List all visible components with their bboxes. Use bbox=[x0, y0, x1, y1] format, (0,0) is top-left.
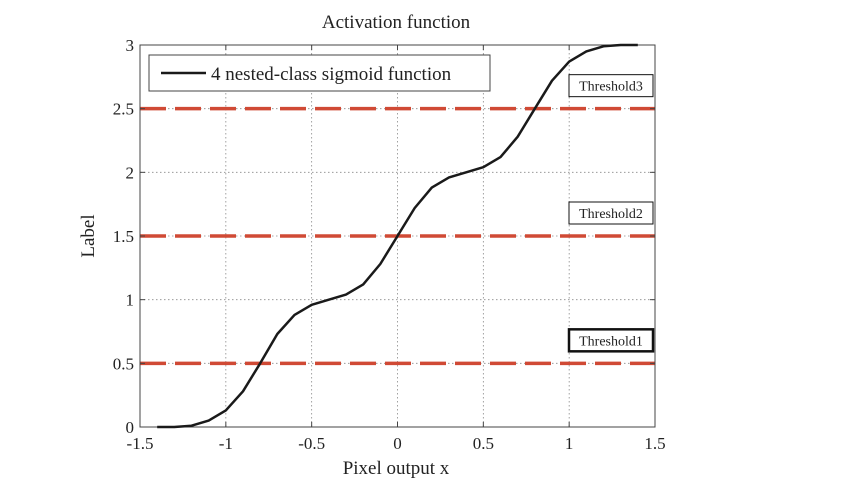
x-tick-label: -1.5 bbox=[127, 434, 154, 453]
x-tick-label: 0.5 bbox=[473, 434, 494, 453]
x-tick-label: 1.5 bbox=[644, 434, 665, 453]
threshold-label-3: Threshold3 bbox=[579, 80, 643, 95]
y-tick-label: 1 bbox=[126, 291, 135, 310]
threshold-label-box-2 bbox=[568, 201, 654, 225]
chart-title: Activation function bbox=[322, 12, 471, 33]
y-tick-label: 0 bbox=[126, 418, 135, 437]
y-tick-label: 1.5 bbox=[113, 227, 134, 246]
threshold-label-2: Threshold2 bbox=[579, 207, 643, 222]
x-tick-label: 1 bbox=[565, 434, 574, 453]
y-tick-label: 2.5 bbox=[113, 100, 134, 119]
y-axis-label: Label bbox=[78, 214, 99, 257]
y-tick-label: 2 bbox=[126, 163, 135, 182]
x-axis-label: Pixel output x bbox=[343, 458, 450, 479]
y-tick-label: 3 bbox=[126, 36, 135, 55]
series-line bbox=[157, 43, 638, 429]
x-tick-label: -1 bbox=[219, 434, 233, 453]
x-tick-label: 0 bbox=[393, 434, 402, 453]
x-tick-label: -0.5 bbox=[298, 434, 325, 453]
threshold-label-1: Threshold1 bbox=[579, 334, 643, 349]
y-tick-label: 0.5 bbox=[113, 354, 134, 373]
threshold-label-box-3 bbox=[568, 74, 654, 98]
legend-label: 4 nested-class sigmoid function bbox=[211, 64, 452, 85]
threshold-label-box-1 bbox=[567, 328, 655, 353]
